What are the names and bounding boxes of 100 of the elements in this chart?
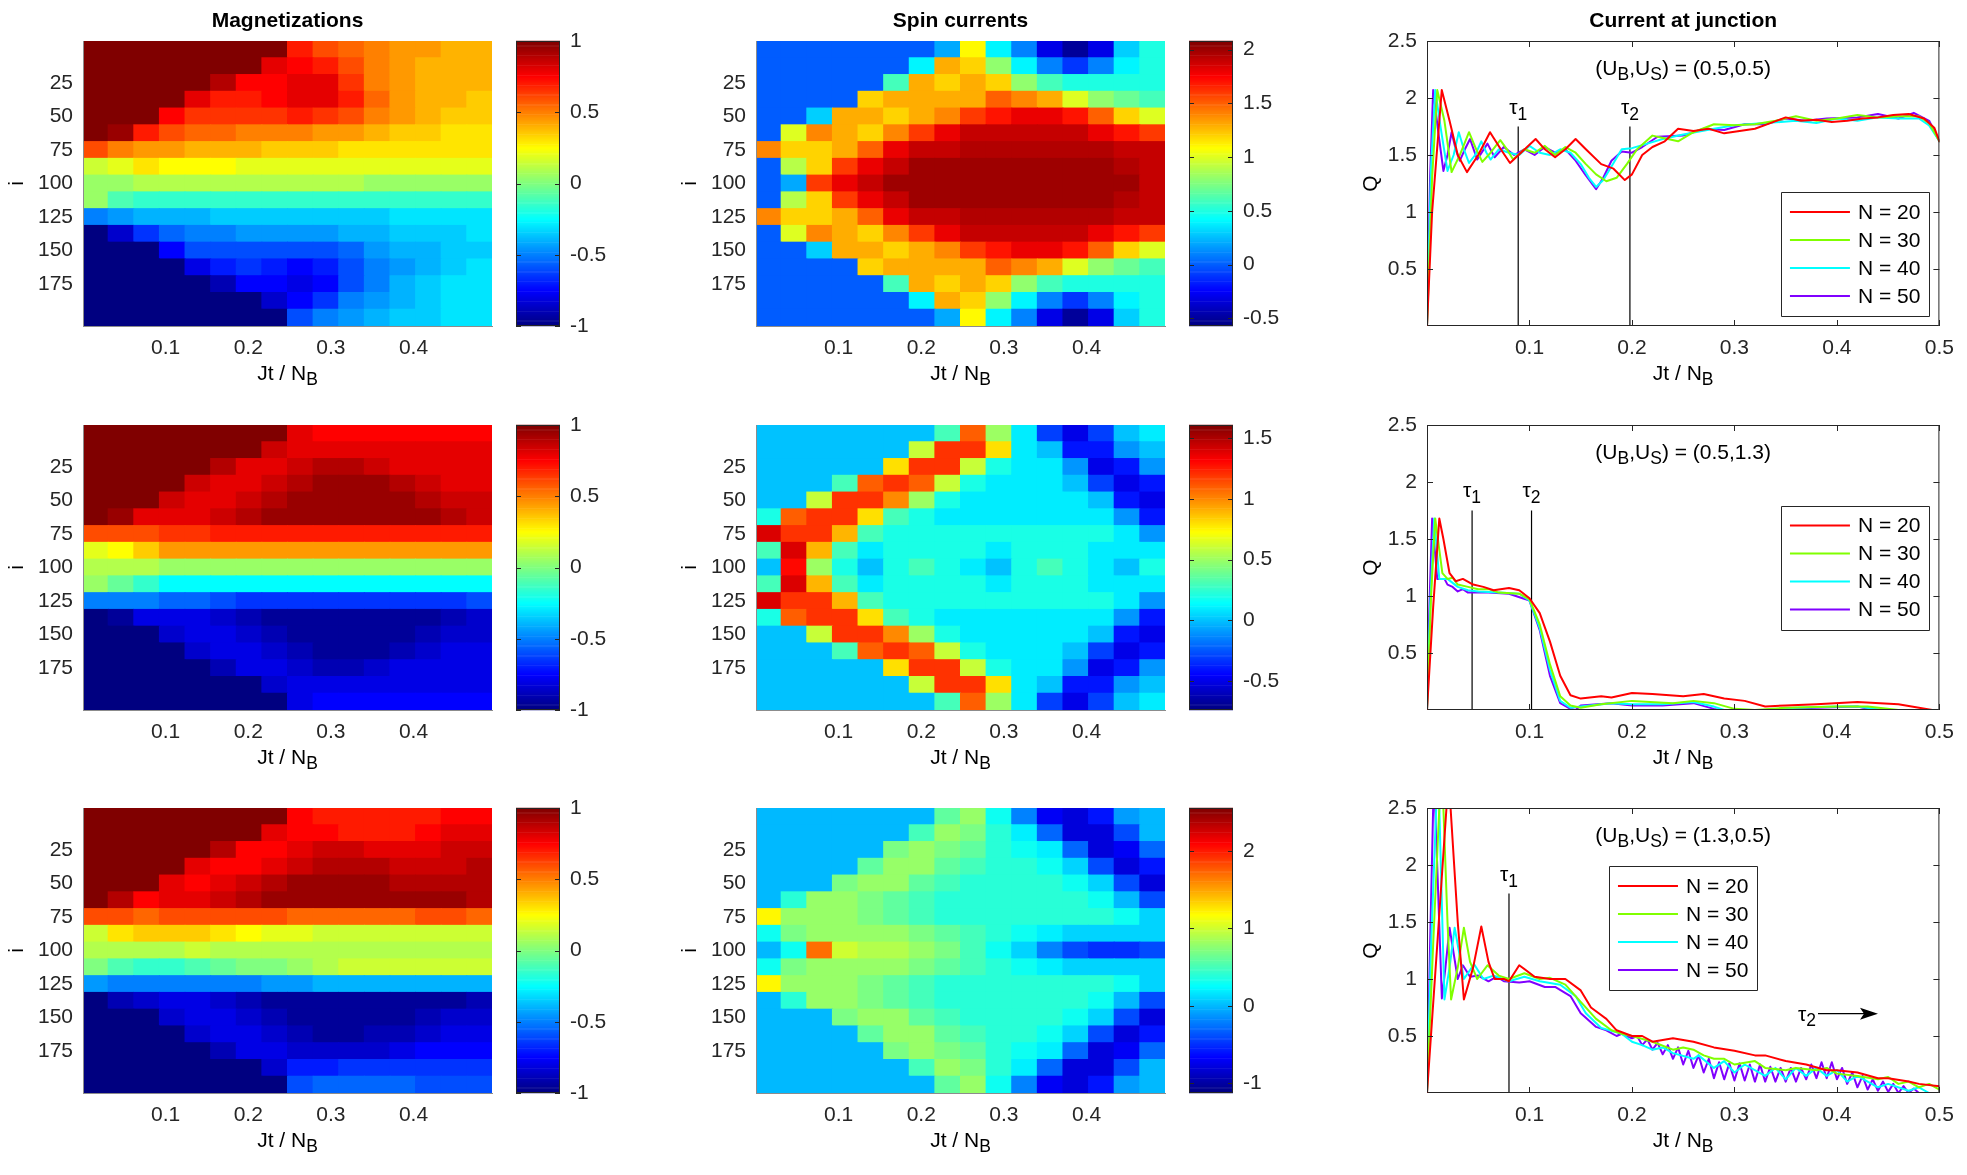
- color-bar-label: -1: [570, 1079, 589, 1103]
- legend-label: N = 40: [1857, 255, 1921, 279]
- ref-line-label: τ$_{1}$: [1509, 94, 1528, 123]
- color-bar-label: 0.5: [570, 482, 600, 506]
- legend-label: N = 30: [1857, 227, 1921, 251]
- color-bar-label: -1: [1243, 1069, 1262, 1093]
- y-tick-label: 1: [1405, 965, 1417, 989]
- color-bar-label: 1: [570, 411, 582, 435]
- x-tick-label: 0.4: [1822, 718, 1852, 742]
- x-axis-title: Jt / N$_{B}$: [257, 744, 318, 773]
- x-tick-label: 0.1: [151, 1102, 181, 1126]
- y-tick-label: 50: [49, 870, 73, 894]
- annotation: (U$_{B}$,U$_{S}$) = (0.5,0.5): [1595, 56, 1772, 85]
- y-tick-label: 75: [49, 520, 73, 544]
- y-tick-label: 50: [49, 486, 73, 510]
- x-tick-label: 0.3: [316, 1102, 346, 1126]
- x-tick-label: 0.4: [1071, 335, 1102, 359]
- legend-label: N = 50: [1685, 957, 1749, 981]
- y-tick-label: 25: [722, 69, 746, 93]
- x-tick-label: 0.2: [906, 718, 936, 742]
- y-tick-label: 125: [37, 970, 73, 994]
- legend-label: N = 20: [1857, 512, 1921, 536]
- x-tick-label: 0.3: [989, 1102, 1019, 1126]
- x-axis-title: Jt / N$_{B}$: [930, 1128, 991, 1157]
- color-bar-label: -0.5: [1243, 305, 1280, 329]
- color-bar-label: 0: [1243, 251, 1255, 275]
- color-bar-label: 2: [1243, 36, 1255, 60]
- y-tick-label: 1.5: [1387, 908, 1417, 932]
- color-bar-label: 1: [1243, 485, 1255, 509]
- color-bar-label: 0.5: [570, 99, 600, 123]
- y-tick-label: 50: [49, 103, 73, 127]
- x-tick-label: 0.3: [316, 718, 346, 742]
- x-tick-label: 0.3: [1719, 718, 1750, 742]
- y-axis-title: i: [677, 181, 701, 186]
- chart-title: Current at junction: [1589, 8, 1778, 32]
- y-tick-label: 125: [710, 970, 746, 994]
- x-tick-label: 0.3: [316, 335, 346, 359]
- y-tick-label: 75: [49, 136, 73, 160]
- x-axis-title: Jt / N$_{B}$: [1652, 361, 1714, 390]
- y-axis-title: i: [4, 948, 28, 953]
- y-tick-label: 150: [710, 620, 746, 644]
- x-axis-title: Jt / N$_{B}$: [1652, 1128, 1714, 1157]
- y-tick-label: 25: [49, 69, 73, 93]
- x-tick-label: 0.4: [1071, 1102, 1102, 1126]
- color-bar-label: 1.5: [1243, 90, 1273, 114]
- y-tick-label: 175: [37, 654, 73, 678]
- x-tick-label: 0.1: [824, 335, 854, 359]
- y-tick-label: 75: [49, 903, 73, 927]
- x-axis-title: Jt / N$_{B}$: [930, 361, 991, 390]
- color-bar-label: -0.5: [570, 241, 607, 265]
- y-tick-label: 2.5: [1387, 411, 1417, 435]
- y-tick-label: 75: [722, 520, 746, 544]
- color-bar-label: -1: [570, 312, 589, 336]
- x-axis-title: Jt / N$_{B}$: [1652, 744, 1714, 773]
- legend-label: N = 50: [1857, 283, 1921, 307]
- y-tick-label: 175: [710, 270, 746, 294]
- color-bar-label: 0: [570, 553, 582, 577]
- ref-line-label: τ$_{2}$: [1620, 94, 1639, 123]
- ref-line-label: τ$_{1}$: [1499, 861, 1518, 890]
- color-bar-label: -0.5: [570, 1008, 607, 1032]
- annotation: (U$_{B}$,U$_{S}$) = (1.3,0.5): [1595, 823, 1772, 852]
- y-tick-label: 100: [710, 937, 746, 961]
- y-tick-label: 2: [1405, 851, 1417, 875]
- color-bar-label: -0.5: [570, 625, 607, 649]
- x-tick-label: 0.4: [398, 1102, 429, 1126]
- y-tick-label: 100: [37, 170, 73, 194]
- color-bar-label: 1: [1243, 143, 1255, 167]
- color-bar-label: 1: [1243, 915, 1255, 939]
- color-bar-label: 2: [1243, 838, 1255, 862]
- y-tick-label: 50: [722, 103, 746, 127]
- y-tick-label: 175: [37, 270, 73, 294]
- y-axis-title: i: [677, 564, 701, 570]
- y-axis-title: i: [4, 564, 28, 570]
- y-tick-label: 1: [1405, 582, 1417, 606]
- color-bar-label: 1.5: [1243, 424, 1273, 448]
- y-tick-label: 150: [710, 237, 746, 261]
- x-tick-label: 0.1: [151, 718, 181, 742]
- y-axis-title: Q: [1358, 558, 1382, 576]
- x-tick-label: 0.2: [1617, 335, 1647, 359]
- x-tick-label: 0.4: [1822, 1102, 1852, 1126]
- y-tick-label: 2.5: [1387, 27, 1417, 51]
- color-bar-label: 0.5: [1243, 545, 1273, 569]
- y-tick-label: 125: [37, 203, 73, 227]
- color-bar-label: 0.5: [570, 866, 600, 890]
- y-tick-label: 2: [1405, 84, 1417, 108]
- x-tick-label: 0.3: [1719, 335, 1750, 359]
- y-tick-label: 75: [722, 903, 746, 927]
- color-bar-label: 0: [1243, 992, 1255, 1016]
- legend-label: N = 30: [1685, 901, 1749, 925]
- x-tick-label: 0.4: [398, 718, 429, 742]
- x-axis-title: Jt / N$_{B}$: [257, 1128, 318, 1157]
- y-tick-label: 2: [1405, 468, 1417, 492]
- ref-line-label: τ$_{2}$: [1522, 478, 1541, 507]
- legend-label: N = 50: [1857, 596, 1921, 620]
- y-tick-label: 2.5: [1387, 794, 1417, 818]
- y-tick-label: 1.5: [1387, 141, 1417, 165]
- x-tick-label: 0.4: [1071, 718, 1102, 742]
- x-tick-label: 0.2: [1617, 1102, 1647, 1126]
- x-tick-label: 0.4: [1822, 335, 1852, 359]
- x-tick-label: 0.3: [989, 718, 1019, 742]
